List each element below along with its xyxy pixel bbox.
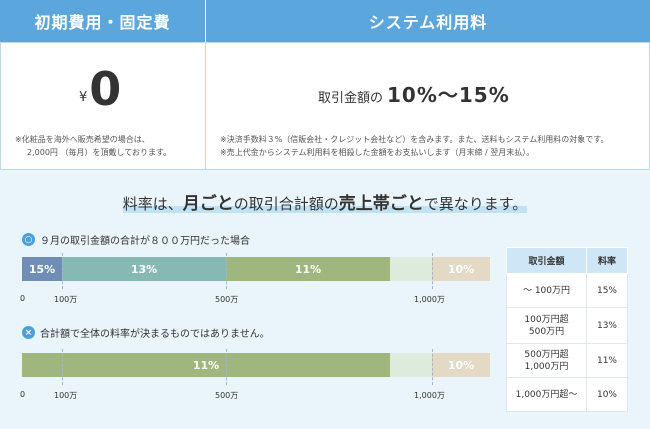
system-fee-percentage: 10%～15% [387, 83, 510, 107]
initial-fee-note: ※化粧品を海外へ販売希望の場合は、 2,000円 （毎月）を頂戴しております。 [15, 133, 171, 159]
headline-bold1: 月ごと [182, 194, 234, 214]
system-fee-rate: 取引金額の 10%～15% [318, 79, 510, 108]
circle-check-icon: ○ [22, 233, 35, 246]
rate-table-header-rate: 料率 [586, 247, 628, 274]
initial-fee-note-line1: ※化粧品を海外へ販売希望の場合は、 [15, 135, 150, 144]
table-row: 500万円超 1,000万円 11% [506, 343, 628, 378]
example-wrong-text: 合計額で全体の料率が決まるものではありません。 [40, 329, 270, 340]
initial-fee-header: 初期費用・固定費 [0, 0, 205, 42]
rate-headline: 料率は、月ごとの取引合計額の売上帯ごとで異なります。 [0, 189, 650, 214]
table-cell-rate: 15% [586, 273, 628, 308]
system-fee-note-line1: ※決済手数料３%（信販会社・クレジット会社など）を含みます。また、送料もシステム… [220, 135, 609, 144]
divider-100 [62, 349, 63, 385]
example-wrong-title: × 合計額で全体の料率が決まるものではありません。 [22, 325, 270, 340]
circle-x-icon: × [22, 326, 35, 339]
example-correct-title: ○ ９月の取引金額の合計が８００万円だった場合 [22, 232, 250, 247]
segment-11: 11% [226, 257, 390, 281]
initial-fee-cell: ¥ 0 ※化粧品を海外へ販売希望の場合は、 2,000円 （毎月）を頂戴しており… [0, 42, 206, 170]
table-cell-range: 100万円超 500万円 [506, 307, 587, 344]
table-row: 100万円超 500万円 13% [506, 307, 628, 344]
axis-tick-0: 0 [20, 390, 26, 399]
divider-100 [62, 253, 63, 289]
headline-bold2: 売上帯ごと [338, 194, 424, 214]
divider-500 [226, 253, 227, 289]
divider-500 [226, 349, 227, 385]
currency-symbol: ¥ [79, 90, 88, 105]
table-cell-rate: 11% [586, 343, 628, 378]
axis-tick-1000: 1,000万 [414, 391, 445, 400]
initial-fee-amount: 0 [89, 62, 122, 116]
headline-part3: で異なります。 [423, 195, 528, 213]
system-fee-label: 取引金額の [318, 91, 384, 106]
table-cell-rate: 13% [586, 307, 628, 344]
system-fee-cell: 取引金額の 10%～15% ※決済手数料３%（信販会社・クレジット会社など）を含… [205, 42, 650, 170]
segment-10-flat: 10% [432, 353, 490, 377]
rate-table: 取引金額 料率 ～ 100万円 15% 100万円超 500万円 13% 500… [506, 247, 628, 412]
axis-wrong: 0 100万 500万 1,000万 [20, 390, 490, 406]
axis-correct: 0 100万 500万 1,000万 [20, 294, 490, 310]
table-row: ～ 100万円 15% [506, 273, 628, 308]
axis-tick-500: 500万 [215, 295, 239, 304]
axis-tick-500: 500万 [215, 391, 239, 400]
segment-13: 13% [62, 257, 226, 281]
axis-tick-0: 0 [20, 294, 26, 303]
segment-10: 10% [432, 257, 490, 281]
divider-1000 [432, 253, 433, 289]
table-cell-range: 1,000万円超～ [506, 377, 587, 412]
table-cell-range: 500万円超 1,000万円 [506, 343, 587, 378]
system-fee-note-line2: ※売上代金からシステム利用料を相殺した金額をお支払いします（月末締 / 翌月末払… [220, 148, 535, 157]
example-correct-text: ９月の取引金額の合計が８００万円だった場合 [40, 236, 250, 247]
system-fee-header: システム利用料 [206, 0, 650, 42]
segment-15: 15% [22, 257, 62, 281]
tiered-rate-bar: 15% 13% 11% 10% [22, 253, 490, 289]
system-fee-note: ※決済手数料３%（信販会社・クレジット会社など）を含みます。また、送料もシステム… [220, 133, 608, 159]
flat-rate-bar: 11% 10% [22, 349, 490, 385]
headline-part2: の取引合計額の [233, 195, 339, 213]
initial-fee-note-line2: 2,000円 （毎月）を頂戴しております。 [27, 148, 172, 157]
table-row: 1,000万円超～ 10% [506, 377, 628, 412]
table-cell-range: ～ 100万円 [506, 273, 587, 308]
axis-tick-100: 100万 [54, 391, 78, 400]
table-cell-rate: 10% [586, 377, 628, 412]
segment-11-flat: 11% [22, 353, 390, 377]
headline-part1: 料率は、 [122, 195, 183, 213]
divider-1000 [432, 349, 433, 385]
rate-table-header-amount: 取引金額 [506, 247, 587, 274]
axis-tick-100: 100万 [54, 295, 78, 304]
initial-fee-price: ¥ 0 [79, 63, 121, 115]
rate-explanation-panel: 料率は、月ごとの取引合計額の売上帯ごとで異なります。 ○ ９月の取引金額の合計が… [0, 170, 650, 429]
axis-tick-1000: 1,000万 [414, 295, 445, 304]
